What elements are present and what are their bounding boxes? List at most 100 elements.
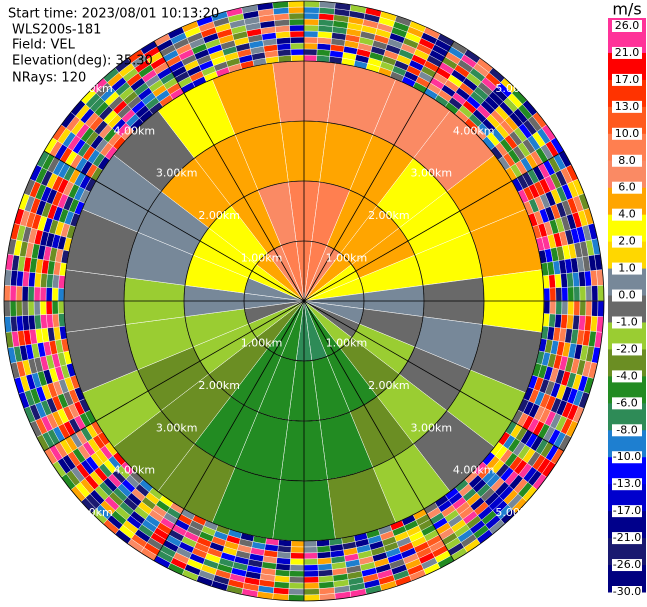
noise-gate xyxy=(15,285,23,302)
colorbar-label: -21.0 xyxy=(613,531,641,544)
noise-gate xyxy=(303,6,320,14)
noise-gate xyxy=(316,43,332,51)
noise-gate xyxy=(303,564,319,572)
noise-gate xyxy=(303,18,319,26)
colorbar-label: 6.0 xyxy=(618,181,636,194)
range-label: 1.00km xyxy=(326,336,368,349)
range-label: 1.00km xyxy=(241,336,283,349)
noise-gate xyxy=(289,570,305,578)
noise-gate xyxy=(9,285,17,302)
noise-gate xyxy=(27,300,35,316)
noise-gate xyxy=(290,54,305,62)
spoke xyxy=(303,300,455,562)
colorbar-label: -4.0 xyxy=(616,369,637,382)
colorbar-label: 4.0 xyxy=(618,208,636,221)
colorbar-label: 8.0 xyxy=(618,154,636,167)
spoke xyxy=(303,300,565,452)
noise-gate xyxy=(567,286,575,302)
range-label: 3.00km xyxy=(410,167,452,180)
noise-gate xyxy=(579,300,587,316)
elevation: Elevation(deg): 35.30 xyxy=(12,54,153,69)
noise-gate xyxy=(9,300,17,317)
noise-gate xyxy=(290,540,305,548)
colorbar-label: -30.0 xyxy=(613,585,641,598)
noise-gate xyxy=(33,300,41,316)
noise-gate xyxy=(303,48,318,56)
colorbar-label-bg xyxy=(612,586,642,598)
noise-gate xyxy=(303,42,318,50)
colorbar-label-bg xyxy=(612,559,642,572)
spoke xyxy=(303,150,565,302)
spoke xyxy=(303,40,455,302)
colorbar-label: -6.0 xyxy=(616,396,637,409)
range-label: 4.00km xyxy=(114,124,156,137)
colorbar-label-bg xyxy=(612,370,642,383)
range-label: 5.00km xyxy=(71,506,113,519)
range-label: 4.00km xyxy=(114,464,156,477)
range-ring xyxy=(123,120,485,482)
colorbar-label: -26.0 xyxy=(613,558,641,571)
colorbar-label-bg xyxy=(612,235,642,248)
noise-gate xyxy=(548,274,556,289)
colorbar-label: 10.0 xyxy=(615,127,640,140)
spoke xyxy=(43,150,305,302)
noise-gate xyxy=(289,24,305,32)
noise-gate xyxy=(303,588,320,596)
noise-gate xyxy=(597,285,605,302)
noise-gate xyxy=(3,300,11,317)
noise-gate xyxy=(303,540,318,548)
range-ring xyxy=(243,240,365,362)
range-ring xyxy=(3,0,605,602)
noise-gate xyxy=(290,42,305,50)
noise-gate xyxy=(45,300,53,315)
noise-gate xyxy=(543,287,551,302)
noise-gate xyxy=(52,313,60,328)
noise-gate xyxy=(27,286,35,302)
colorbar-label: -2.0 xyxy=(616,342,637,355)
field-name: Field: VEL xyxy=(12,38,76,53)
noise-gate xyxy=(39,300,47,316)
colorbar-label: 26.0 xyxy=(615,19,640,32)
colorbar-label-bg xyxy=(612,505,642,518)
noise-gate xyxy=(554,273,562,289)
colorbar-label: 0.0 xyxy=(618,289,636,302)
range-label: 5.00km xyxy=(495,506,537,519)
noise-gate xyxy=(51,287,59,302)
range-ring xyxy=(63,60,545,542)
range-label: 2.00km xyxy=(368,209,410,222)
noise-gate xyxy=(303,570,319,578)
range-label: 3.00km xyxy=(410,421,452,434)
noise-gate xyxy=(51,300,59,315)
range-label: 5.00km xyxy=(71,82,113,95)
colorbar-label-bg xyxy=(612,289,642,302)
noise-gate xyxy=(591,300,599,317)
noise-gate xyxy=(585,300,593,317)
colorbar-label-bg xyxy=(612,262,642,275)
noise-gate xyxy=(289,576,305,584)
colorbar-label-bg xyxy=(612,343,642,356)
noise-gate xyxy=(303,54,318,62)
noise-gate xyxy=(561,286,569,302)
noise-gate xyxy=(289,564,305,572)
range-label: 3.00km xyxy=(156,167,198,180)
noise-gate xyxy=(21,286,29,302)
noise-gate xyxy=(303,24,319,32)
noise-gate xyxy=(15,300,23,317)
field xyxy=(3,0,605,602)
range-label: 4.00km xyxy=(453,464,495,477)
noise-gate xyxy=(573,286,581,302)
noise-gate xyxy=(277,49,292,57)
range-label: 2.00km xyxy=(198,379,240,392)
colorbar-label: 1.0 xyxy=(618,262,636,275)
noise-gate xyxy=(303,552,318,560)
spoke xyxy=(153,40,305,302)
colorbar: 26.0 21.0 17.0 13.0 10.0 8.0 6.0 4.0 2.0 1.0 0.0 -1… xyxy=(608,18,646,598)
colorbar-label: -1.0 xyxy=(616,315,637,328)
noise-gate xyxy=(303,594,320,602)
noise-gate xyxy=(290,48,305,56)
colorbar-label-bg xyxy=(612,532,642,545)
instrument: WLS200s-181 xyxy=(12,23,101,38)
colorbar-label-bg xyxy=(612,208,642,221)
range-label: 1.00km xyxy=(326,252,368,265)
noise-gate xyxy=(597,300,605,317)
